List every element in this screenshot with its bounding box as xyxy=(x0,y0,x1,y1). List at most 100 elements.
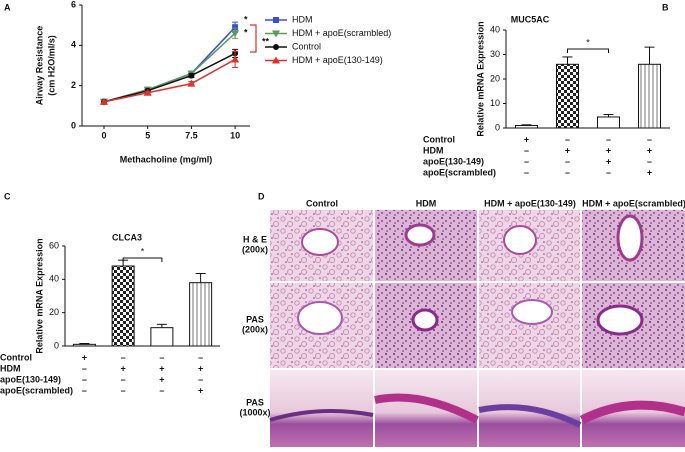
y-tick-label: 10 xyxy=(490,98,500,108)
y-tick-label: 40 xyxy=(49,274,59,284)
airway xyxy=(404,223,436,247)
marker xyxy=(232,24,239,31)
marker xyxy=(187,79,196,87)
y-tick-label: 20 xyxy=(490,73,500,83)
y-axis-label: Relative mRNA Expression xyxy=(475,21,485,136)
epithelium xyxy=(478,404,582,428)
panel-label: A xyxy=(4,2,11,12)
panel-label: D xyxy=(258,191,265,201)
panel-label: B xyxy=(662,2,669,12)
group-sign: – xyxy=(647,156,652,166)
y-tick-label: 0 xyxy=(71,120,76,130)
y-tick-label: 60 xyxy=(49,240,59,250)
bar xyxy=(597,116,620,129)
group-sign: – xyxy=(121,374,126,384)
y-axis-label: Airway Resistance xyxy=(34,26,44,106)
x-tick-label: 0 xyxy=(101,130,106,140)
group-sign: + xyxy=(198,385,203,395)
group-sign: – xyxy=(565,134,570,144)
airway xyxy=(301,228,339,256)
significance: * xyxy=(586,37,590,47)
group-sign: – xyxy=(82,385,87,395)
airway xyxy=(411,308,439,332)
bar xyxy=(150,327,174,347)
bar xyxy=(72,343,96,347)
group-sign: + xyxy=(198,363,203,373)
group-sign: – xyxy=(606,134,611,144)
series-line xyxy=(103,58,236,103)
group-sign: + xyxy=(565,145,570,155)
bar xyxy=(638,63,661,129)
group-sign: – xyxy=(524,156,529,166)
airway xyxy=(511,299,553,325)
group-sign: – xyxy=(159,385,164,395)
significance: * xyxy=(244,27,248,37)
group-label: apoE(scrambled) xyxy=(0,385,73,395)
row-label: (200x) xyxy=(242,324,268,334)
group-sign: + xyxy=(159,374,164,384)
y-tick-label: 4 xyxy=(71,40,76,50)
airway xyxy=(503,225,537,255)
x-tick-label: 5 xyxy=(145,130,150,140)
marker xyxy=(143,88,152,96)
significance: * xyxy=(141,246,145,256)
x-tick-label: 7.5 xyxy=(185,130,198,140)
marker xyxy=(100,97,108,105)
group-sign: – xyxy=(82,363,87,373)
row-label: PAS xyxy=(246,314,264,324)
column-label: HDM + apoE(scrambled) xyxy=(582,198,685,208)
group-sign: + xyxy=(120,363,125,373)
legend-marker xyxy=(273,44,279,50)
bar xyxy=(515,125,538,129)
y-tick-label: 6 xyxy=(71,0,76,9)
bar xyxy=(189,282,213,347)
significance: * xyxy=(244,14,248,24)
panel-label: C xyxy=(4,191,11,201)
group-label: HDM xyxy=(0,363,21,373)
group-sign: + xyxy=(647,145,652,155)
legend-label: Control xyxy=(292,41,321,51)
group-label: apoE(130-149) xyxy=(423,156,484,166)
bar xyxy=(111,265,135,347)
legend-label: HDM + apoE(130-149) xyxy=(292,55,383,65)
group-sign: – xyxy=(82,374,87,384)
significance: ** xyxy=(262,36,270,46)
series-line xyxy=(103,52,236,103)
row-label: (200x) xyxy=(242,244,268,254)
group-sign: + xyxy=(606,145,611,155)
marker xyxy=(231,55,240,63)
y-tick-label: 40 xyxy=(490,24,500,34)
y-tick-label: 0 xyxy=(495,122,500,132)
marker xyxy=(231,30,240,38)
group-sign: – xyxy=(121,385,126,395)
legend-marker xyxy=(273,17,279,23)
x-tick-label: 10 xyxy=(230,130,240,140)
epithelium xyxy=(269,409,374,422)
y-tick-label: 2 xyxy=(71,80,76,90)
column-label: HDM + apoE(130-149) xyxy=(484,198,576,208)
group-sign: – xyxy=(565,167,570,177)
group-sign: – xyxy=(524,167,529,177)
y-tick-label: 30 xyxy=(490,49,500,59)
group-sign: – xyxy=(565,156,570,166)
group-sign: + xyxy=(159,363,164,373)
group-sign: – xyxy=(121,352,126,362)
group-label: HDM xyxy=(423,145,444,155)
column-label: HDM xyxy=(416,198,437,208)
group-sign: – xyxy=(647,134,652,144)
row-label: H & E xyxy=(243,234,267,244)
series-line xyxy=(103,26,236,103)
group-label: Control xyxy=(0,352,32,362)
group-sign: + xyxy=(82,352,87,362)
marker xyxy=(188,72,195,79)
y-tick-label: 20 xyxy=(49,307,59,317)
airway xyxy=(616,214,644,262)
legend-marker xyxy=(272,56,280,64)
chart-title: CLCA3 xyxy=(112,232,142,242)
epithelium xyxy=(374,393,479,424)
group-sign: – xyxy=(159,352,164,362)
group-sign: + xyxy=(524,134,529,144)
bar xyxy=(556,63,579,129)
group-sign: – xyxy=(198,352,203,362)
